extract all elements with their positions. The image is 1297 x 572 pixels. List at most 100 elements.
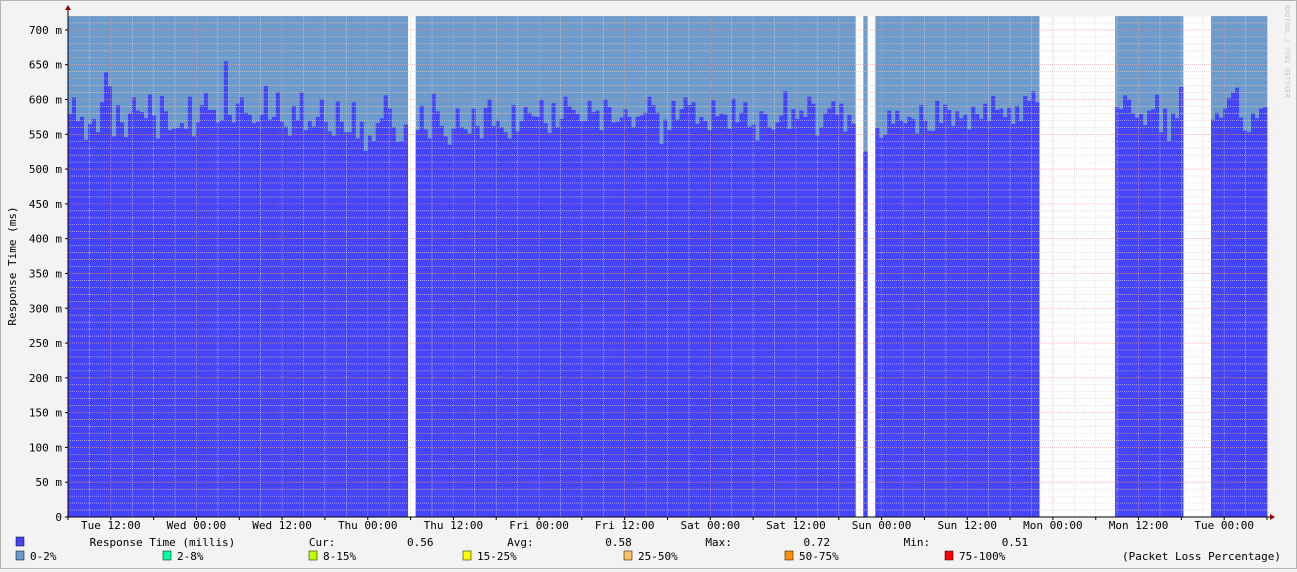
response-bar — [367, 135, 373, 517]
response-bar — [119, 122, 125, 518]
response-bar — [259, 114, 265, 517]
response-bar — [159, 96, 165, 517]
response-bar — [375, 123, 381, 518]
response-bar — [739, 112, 744, 518]
response-bar — [315, 116, 321, 517]
stat-max-label: Max: — [705, 536, 732, 549]
response-bar — [1147, 110, 1152, 517]
response-bar — [843, 131, 848, 517]
response-bar — [915, 133, 920, 518]
response-bar — [1011, 123, 1016, 518]
y-tick-label: 0 — [55, 511, 62, 524]
response-bar — [68, 114, 73, 518]
response-bar — [1263, 107, 1268, 517]
response-bar — [239, 97, 245, 517]
response-bar — [163, 111, 169, 518]
response-bar — [667, 130, 672, 517]
response-bar — [247, 114, 253, 517]
stat-avg-label: Avg: — [507, 536, 534, 549]
legend-response-time: Response Time (millis) Cur: 0.56 Avg: 0.… — [15, 536, 1028, 549]
response-bar — [779, 115, 784, 518]
response-bar — [79, 116, 85, 517]
x-tick-label: Sun 12:00 — [937, 519, 997, 532]
y-tick-label: 400 m — [29, 233, 62, 246]
response-bar — [643, 112, 648, 518]
response-bar — [935, 100, 940, 518]
response-bar — [447, 144, 452, 517]
stat-cur-label: Cur: — [309, 536, 336, 549]
x-tick-label: Fri 12:00 — [595, 519, 655, 532]
response-bar — [1151, 109, 1156, 517]
response-bar — [351, 102, 357, 518]
x-tick-label: Sat 12:00 — [766, 519, 826, 532]
loss-legend-label: 15-25% — [477, 550, 517, 563]
response-bar — [523, 107, 528, 517]
response-bar — [87, 123, 93, 518]
response-bar — [503, 132, 508, 517]
response-bar — [639, 115, 644, 518]
loss-legend-swatch — [308, 550, 318, 561]
loss-legend-label: 0-2% — [30, 550, 57, 563]
response-bar — [1171, 113, 1176, 518]
response-bar — [615, 121, 620, 518]
response-bar — [647, 96, 652, 517]
response-bar — [663, 119, 668, 517]
response-bar — [231, 122, 237, 518]
response-bar — [415, 130, 421, 517]
response-bar — [111, 136, 117, 518]
response-bar — [787, 128, 792, 517]
y-tick-label: 600 m — [29, 94, 62, 107]
stat-min-label: Min: — [904, 536, 931, 549]
response-bar — [1211, 119, 1216, 517]
loss-legend-swatch — [462, 550, 472, 561]
response-bar — [899, 120, 904, 517]
response-bar — [559, 118, 564, 517]
response-bar — [991, 96, 996, 517]
response-bar — [471, 108, 476, 517]
response-bar — [475, 125, 480, 518]
response-bar — [695, 123, 700, 518]
response-bar — [151, 115, 157, 518]
response-bar — [199, 105, 205, 518]
response-bar — [735, 122, 740, 518]
response-bar — [1003, 116, 1008, 517]
x-tick-labels: Tue 12:00 Wed 00:00 Wed 12:00 Thu 00:00 Thu … — [67, 517, 1268, 532]
x-tick-label: Mon 00:00 — [1023, 519, 1083, 532]
response-bar — [971, 106, 976, 517]
response-bar — [507, 138, 512, 517]
response-bar — [1235, 87, 1240, 517]
response-bar — [911, 118, 916, 517]
response-bar — [147, 94, 153, 518]
response-bar — [983, 103, 988, 518]
response-bar — [563, 96, 568, 517]
x-tick-label: Tue 12:00 — [81, 519, 141, 532]
x-tick-label: Tue 00:00 — [1194, 519, 1254, 532]
response-bar — [359, 121, 365, 518]
response-bar — [139, 112, 145, 518]
response-bar — [483, 107, 488, 517]
response-bar — [831, 101, 836, 518]
response-bar — [267, 119, 273, 517]
response-bar — [1219, 117, 1224, 517]
response-bar — [1259, 108, 1264, 517]
response-bar — [711, 100, 716, 517]
response-bar — [387, 108, 393, 517]
response-bar — [435, 111, 440, 518]
response-bar — [363, 150, 369, 517]
response-bar — [839, 103, 844, 518]
response-bar — [1167, 141, 1172, 517]
loss-legend-label: 50-75% — [799, 550, 839, 563]
response-bar — [611, 122, 616, 518]
loss-legend-swatch — [623, 550, 633, 561]
response-bar — [275, 92, 281, 518]
response-bar — [347, 132, 353, 517]
response-bar — [1159, 132, 1164, 517]
response-bar — [975, 114, 980, 518]
response-bar — [191, 136, 197, 518]
y-axis-label: Response Time (ms) — [6, 206, 19, 325]
response-bar — [599, 130, 604, 517]
loss-legend-swatch — [15, 550, 25, 561]
y-tick-label: 250 m — [29, 337, 62, 350]
